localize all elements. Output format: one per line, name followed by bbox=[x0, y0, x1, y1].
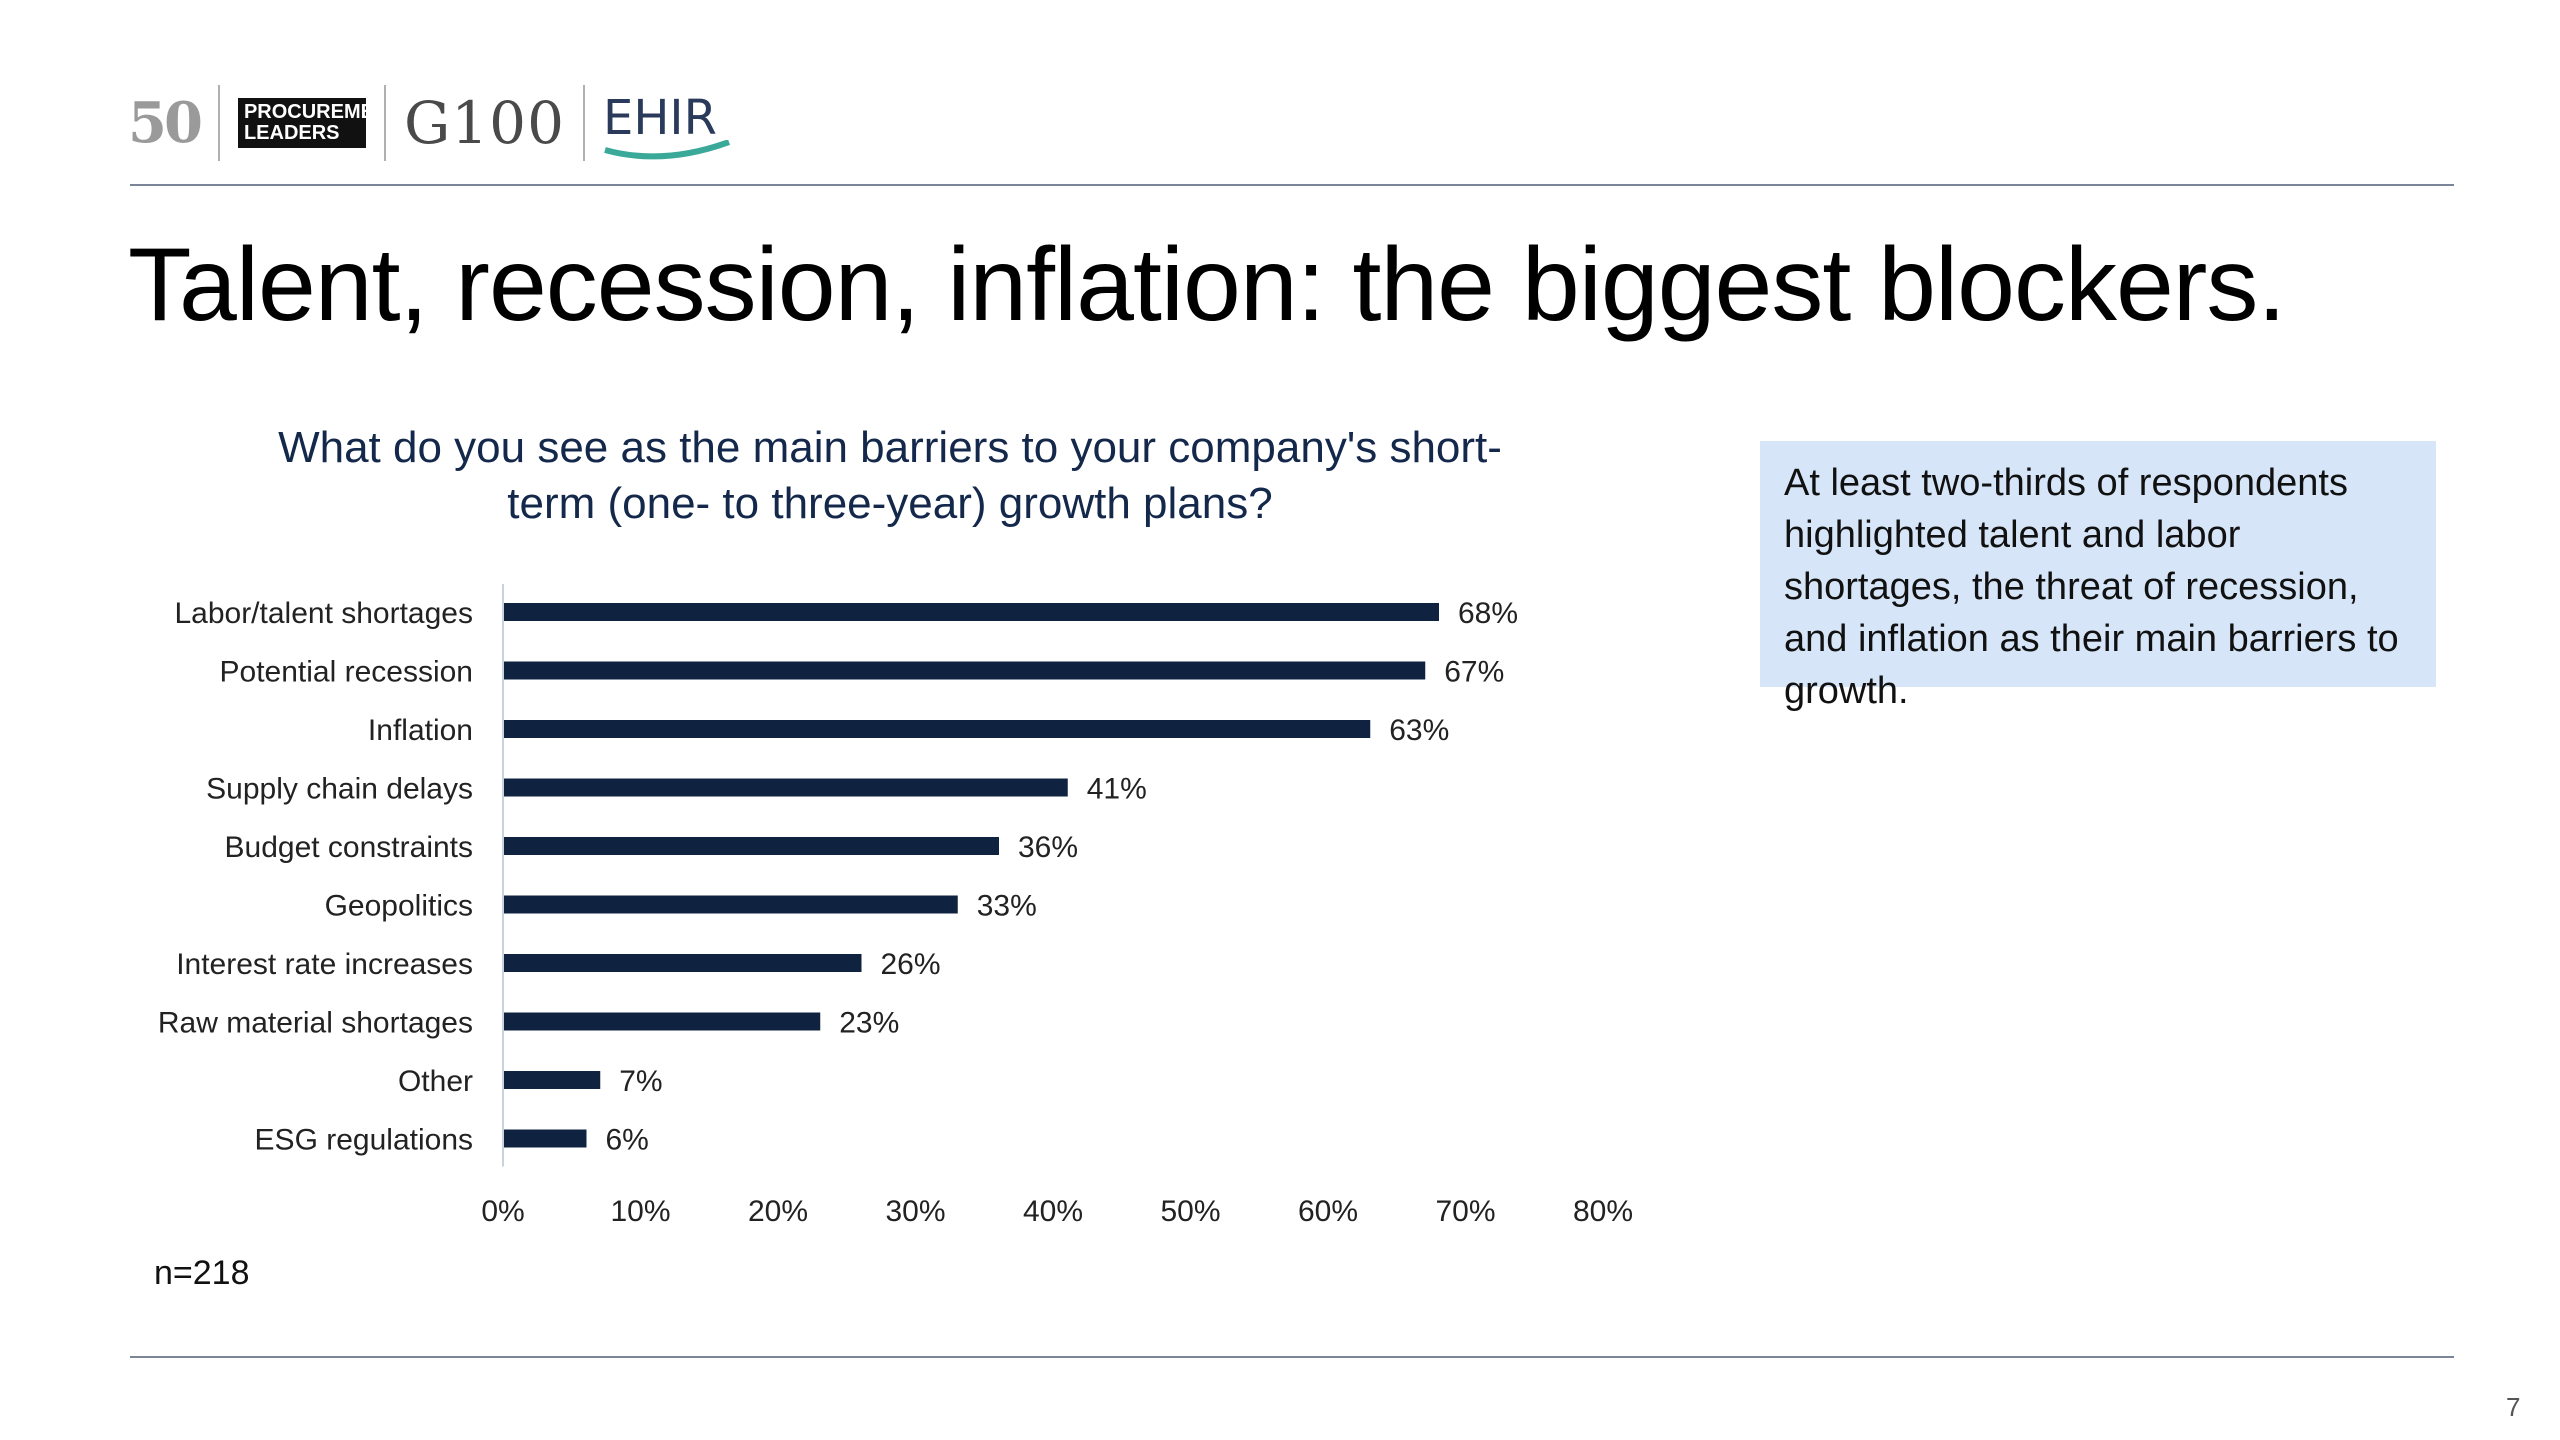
x-tick-label: 20% bbox=[748, 1195, 808, 1228]
x-tick-label: 60% bbox=[1298, 1195, 1358, 1228]
logo-divider bbox=[582, 85, 585, 161]
logo-ehir-swoosh-icon bbox=[604, 140, 731, 160]
callout-box: At least two-thirds of respondents highl… bbox=[1760, 441, 2436, 712]
chart-question: What do you see as the main barriers to … bbox=[278, 423, 1502, 528]
x-tick-label: 30% bbox=[885, 1195, 945, 1228]
page-number: 7 bbox=[2506, 1392, 2521, 1422]
bar bbox=[504, 1129, 587, 1148]
data-label: 36% bbox=[1018, 831, 1078, 864]
category-label: Raw material shortages bbox=[158, 1007, 473, 1040]
bar bbox=[504, 720, 1371, 738]
bar bbox=[504, 1071, 601, 1089]
bar bbox=[504, 895, 958, 914]
logo-ehir-text: EHIR bbox=[602, 90, 717, 146]
data-label: 68% bbox=[1458, 597, 1518, 630]
data-label: 67% bbox=[1444, 656, 1504, 689]
header-rule bbox=[130, 184, 2454, 186]
bar bbox=[504, 954, 862, 972]
footer-rule bbox=[130, 1356, 2454, 1358]
category-label: Potential recession bbox=[220, 656, 473, 689]
slide-title: Talent, recession, inflation: the bigges… bbox=[128, 227, 2286, 343]
x-tick-label: 70% bbox=[1435, 1195, 1495, 1228]
data-label: 6% bbox=[606, 1124, 649, 1157]
bar bbox=[504, 1012, 821, 1031]
x-tick-label: 10% bbox=[610, 1195, 670, 1228]
bar bbox=[504, 661, 1426, 680]
category-label: Budget constraints bbox=[225, 831, 473, 864]
category-label: Labor/talent shortages bbox=[174, 597, 473, 630]
category-label: Supply chain delays bbox=[206, 773, 473, 806]
logo-50: 50 bbox=[128, 90, 203, 156]
logo-g100: G100 bbox=[403, 89, 565, 157]
x-tick-label: 0% bbox=[481, 1195, 524, 1228]
sample-size-label: n=218 bbox=[154, 1254, 250, 1292]
data-label: 41% bbox=[1087, 773, 1147, 806]
data-label: 26% bbox=[881, 948, 941, 981]
x-tick-label: 80% bbox=[1573, 1195, 1633, 1228]
category-label: Other bbox=[398, 1065, 473, 1098]
category-label: Geopolitics bbox=[325, 890, 473, 923]
bar bbox=[504, 603, 1439, 621]
category-label: Interest rate increases bbox=[176, 948, 473, 981]
data-label: 63% bbox=[1389, 714, 1449, 747]
bar bbox=[504, 778, 1068, 797]
category-label: Inflation bbox=[368, 714, 473, 747]
x-tick-label: 40% bbox=[1023, 1195, 1083, 1228]
logo-ehir: EHIR bbox=[602, 90, 731, 160]
data-label: 7% bbox=[619, 1065, 662, 1098]
logo-divider bbox=[383, 85, 386, 161]
x-tick-label: 50% bbox=[1160, 1195, 1220, 1228]
category-label: ESG regulations bbox=[255, 1124, 473, 1157]
data-label: 23% bbox=[839, 1007, 899, 1040]
logo-divider bbox=[217, 85, 220, 161]
logo-procurement-leaders: PROCUREMENT LEADERS bbox=[237, 98, 401, 148]
data-label: 33% bbox=[977, 890, 1037, 923]
header-logos: 50 PROCUREMENT LEADERS G100 EHIR bbox=[128, 82, 731, 164]
bar bbox=[504, 837, 999, 855]
